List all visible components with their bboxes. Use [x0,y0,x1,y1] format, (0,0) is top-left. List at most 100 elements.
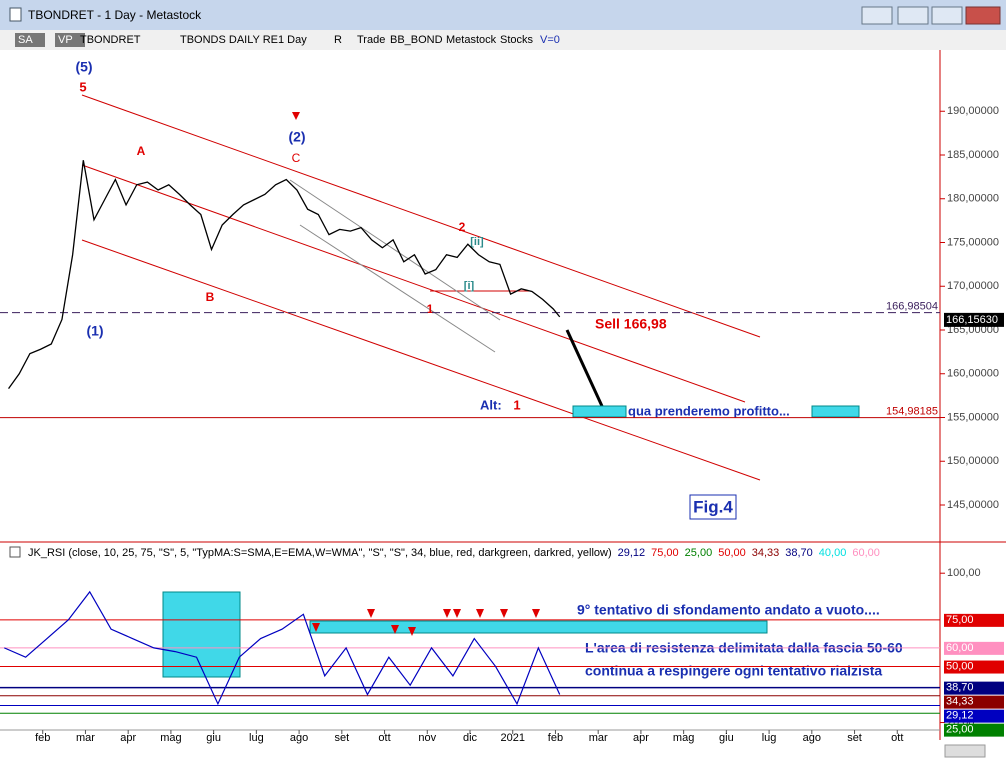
header-value: 75,00 [651,547,679,559]
resistance-band [309,620,768,634]
channels [81,94,761,481]
wave-label: [i] [464,280,475,292]
x-tick-label: mar [589,732,608,744]
x-tick-label: feb [548,732,563,744]
x-tick-label: lug [762,732,777,744]
maximize-button[interactable] [931,6,963,25]
wave-label: A [137,144,146,158]
wave-label: (5) [75,59,92,75]
x-tick-label: giu [206,732,221,744]
window-title: TBONDRET - 1 Day - Metastock [28,8,202,22]
channel-line [81,239,761,481]
target-box [572,405,627,418]
arrow [391,625,399,634]
arrow [367,609,375,618]
level-label: 38,70 [946,682,974,694]
level-box [944,723,1004,737]
level-box [944,641,1004,655]
arrow [532,609,540,618]
level-box [944,681,1004,695]
minimize-button[interactable] [897,6,929,25]
x-tick-label: apr [120,732,136,744]
x-tick-label: mag [160,732,181,744]
alt-label: Alt: [480,397,502,412]
rsi-line [4,590,561,706]
x-tick-label: ago [290,732,308,744]
restore-all-button[interactable] [861,6,893,25]
profit-note: qua prenderemo profitto... [628,403,790,418]
last-price-label: 166,15630 [946,314,998,326]
arrow [500,609,508,618]
toolbar-item: 1 Day [278,34,307,46]
header-value: 38,70 [785,547,813,559]
sell-note: Sell 166,98 [595,316,667,332]
y-tick-label: 100,00 [947,567,981,579]
target-box [811,405,860,418]
title-bar [0,0,1006,30]
toolbar-button[interactable] [15,33,45,47]
wave-label: (2) [288,129,305,145]
highlight-box [162,591,241,678]
x-tick-label: ago [803,732,821,744]
wave-label: [ii] [470,236,484,248]
fig-box [689,494,737,520]
arrow [443,609,451,618]
y-tick-label: 155,00000 [947,411,999,423]
wave-label: B [206,290,215,304]
wave-label: 5 [79,79,86,94]
indicator-checkbox[interactable] [9,546,21,558]
level-label: 60,00 [946,642,974,654]
toolbar-items: SA VP TBONDRET TBONDS DAILY RE 1 Day R Trade BB… [15,33,560,47]
header-value: 40,00 [819,547,847,559]
wave-label: 1 [513,397,520,412]
rsi-note: continua a respingere ogni tentativo ria… [585,663,882,679]
header-value: 50,00 [718,547,746,559]
down-arrow [292,112,300,120]
y-tick-label: 180,00000 [947,193,999,205]
toolbar-item: VP [58,34,73,46]
header-value: 60,00 [852,547,880,559]
arrow [453,609,461,618]
toolbar-item: Trade [357,34,385,46]
level-label: 34,33 [946,696,974,708]
toolbar-button[interactable] [55,33,85,47]
y-tick-label: 165,00000 [947,324,999,336]
wave-label: C [292,151,301,165]
wave-label: 2 [459,220,466,234]
y-tick-label: 185,00000 [947,149,999,161]
projection-arrow [565,329,609,418]
hline-label: 166,98504 [886,301,938,313]
x-tick-label: set [847,732,862,744]
scrollbar[interactable] [944,744,986,758]
toolbar-item: SA [18,34,33,46]
toolbar-item: TBONDS DAILY RE [180,34,278,46]
y-tick-label: 150,00000 [947,455,999,467]
x-tick-label: 2021 [500,732,524,744]
y-tick-label: 145,00000 [947,499,999,511]
x-tick-label: dic [463,732,478,744]
fan-line [289,179,501,321]
y-tick-label: 170,00000 [947,280,999,292]
close-button[interactable] [965,6,1001,25]
x-tick-label: set [334,732,349,744]
fig-label: Fig.4 [693,497,733,516]
wave-label: 1 [427,302,434,316]
rsi-note: 9° tentativo di sfondamento andato a vuo… [577,602,880,618]
level-box [944,613,1004,627]
level-box [944,660,1004,674]
level-label: 50,00 [946,660,974,672]
level-label: 75,00 [946,614,974,626]
arrow [408,627,416,636]
channel-line [81,94,761,338]
fan-line [299,224,496,353]
indicator-header: JK_RSI (close, 10, 25, 75, "S", 5, "TypM… [28,547,880,559]
header-value: 25,00 [685,547,713,559]
x-tick-label: mag [673,732,694,744]
toolbar-item: R [334,34,342,46]
level-box [944,709,1004,723]
header-text: JK_RSI (close, 10, 25, 75, "S", 5, "TypM… [28,547,612,559]
hline-label: 154,98185 [886,406,938,418]
price-line [8,160,561,390]
